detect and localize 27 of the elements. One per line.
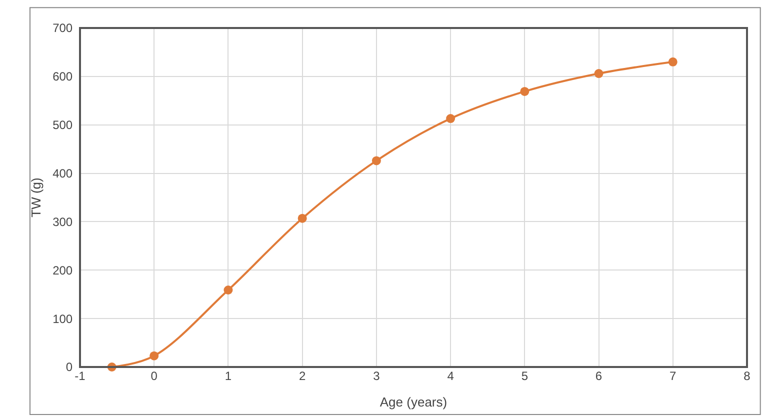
y-tick-label: 400 [52,166,73,180]
y-tick-label: 700 [52,21,73,36]
point [594,69,604,78]
x-tick-label: 5 [521,369,528,383]
x-tick-label: 6 [595,369,602,383]
y-tick-label: 600 [52,70,73,84]
y-tick-label: 500 [52,118,73,132]
x-axis-title: Age (years) [380,394,448,410]
x-tick-label: 4 [447,369,454,383]
point [150,351,159,360]
x-tick-label: 7 [670,369,677,383]
x-tick-label: -1 [74,369,86,383]
point [224,286,233,294]
y-tick-label: 200 [52,263,73,278]
point [446,114,456,124]
point [372,156,381,166]
x-tick-label: 1 [224,369,232,383]
x-tick-label: 0 [150,369,158,383]
point [520,86,530,96]
y-tick-label: 300 [52,214,73,229]
y-axis-title: TW (g) [28,178,44,218]
point [298,214,307,223]
x-tick-label: 8 [744,369,751,383]
point [668,57,678,66]
x-tick-label: 2 [298,369,306,383]
x-tick-label: 3 [373,369,380,383]
y-tick-label: 100 [52,312,73,326]
